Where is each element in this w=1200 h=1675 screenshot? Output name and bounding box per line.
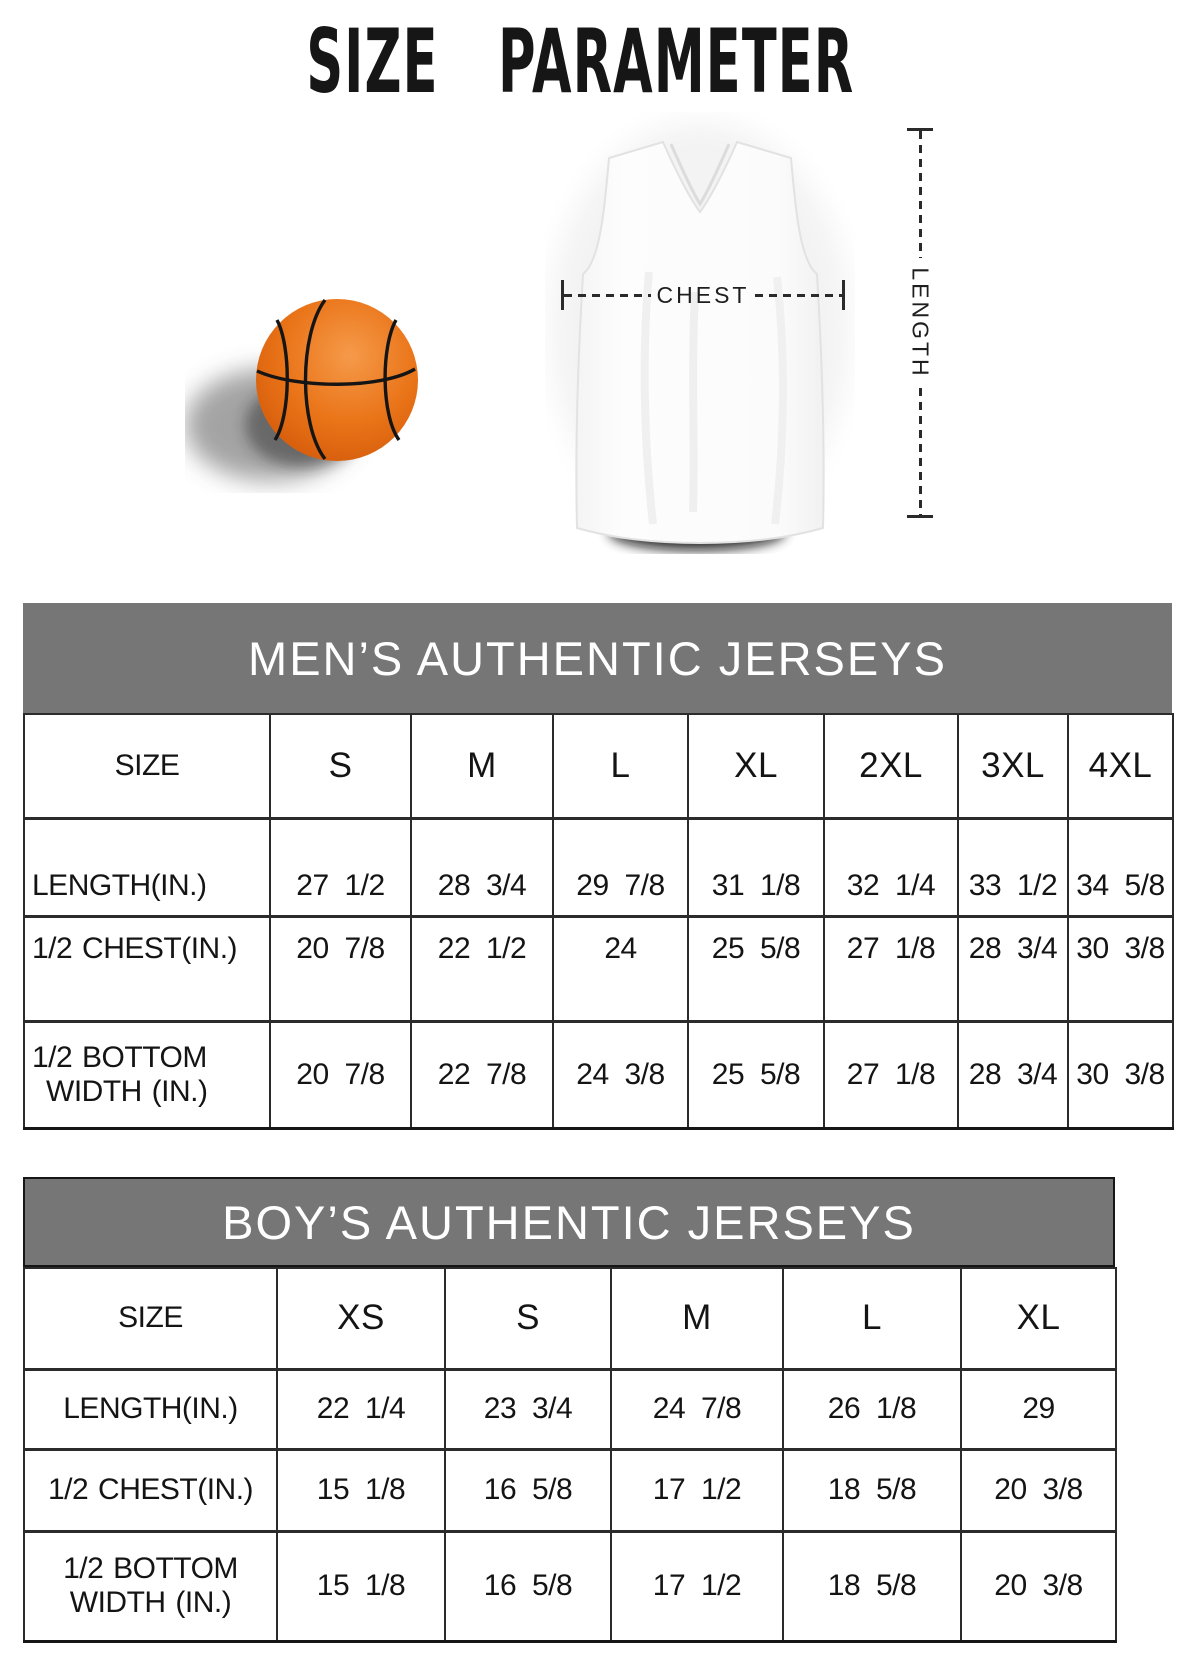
value-cell: 25 5/8	[687, 1019, 825, 1129]
value-cell: 15 1/8	[276, 1447, 446, 1532]
value-cell: 29	[960, 1367, 1117, 1450]
value-cell: 17 1/2	[610, 1447, 784, 1532]
mens-length-row: LENGTH(IN.) 27 1/2 28 3/4 29 7/8 31 1/8 …	[23, 816, 1174, 917]
boys-bottom-width-row: 1/2 BOTTOM WIDTH (IN.) 15 1/8 16 5/8 17 …	[23, 1529, 1117, 1642]
boys-table-header: BOY’S AUTHENTIC JERSEYS	[23, 1177, 1115, 1267]
jersey-body	[575, 140, 825, 545]
row-label: LENGTH(IN.)	[23, 1367, 278, 1450]
row-label: 1/2 BOTTOM WIDTH (IN.)	[23, 1529, 278, 1642]
column-header: 2XL	[823, 713, 959, 819]
row-label-line2: WIDTH (IN.)	[46, 1074, 208, 1108]
value-cell: 16 5/8	[444, 1447, 612, 1532]
value-cell: 32 1/4	[823, 816, 959, 917]
chest-dash-right	[755, 293, 843, 297]
boys-table-title: BOY’S AUTHENTIC JERSEYS	[222, 1195, 916, 1249]
value-cell: 22 7/8	[410, 1019, 554, 1129]
value-cell: 24 7/8	[610, 1367, 784, 1450]
value-cell: 17 1/2	[610, 1529, 784, 1642]
value-cell: 31 1/8	[687, 816, 825, 917]
value-cell: 25 5/8	[687, 914, 825, 1022]
mens-table-header: MEN’S AUTHENTIC JERSEYS	[23, 603, 1172, 713]
mens-size-table: SIZE S M L XL 2XL 3XL 4XL LENGTH(IN.) 27…	[23, 713, 1174, 1130]
value-cell: 30 3/8	[1067, 914, 1174, 1022]
value-cell: 34 5/8	[1067, 816, 1174, 917]
row-label-line1: 1/2 BOTTOM	[63, 1552, 238, 1585]
value-cell: 24	[552, 914, 689, 1022]
column-header: 3XL	[957, 713, 1069, 819]
chest-tick-left	[561, 280, 564, 310]
value-cell: 24 3/8	[552, 1019, 689, 1129]
jersey-folds	[640, 271, 787, 525]
column-header: SIZE	[23, 713, 271, 819]
chest-dash-left	[564, 293, 651, 297]
length-dimension: LENGTH	[898, 128, 942, 518]
row-label: 1/2 CHEST(IN.)	[23, 1447, 278, 1532]
value-cell: 20 3/8	[960, 1529, 1117, 1642]
row-label: 1/2 BOTTOM WIDTH (IN.)	[23, 1019, 271, 1129]
length-label-box: LENGTH	[905, 258, 935, 388]
row-label-line1: 1/2 BOTTOM	[32, 1040, 207, 1074]
page-title: SIZE PARAMETER	[0, 18, 1160, 106]
value-cell: 28 3/4	[957, 1019, 1069, 1129]
value-cell: 18 5/8	[782, 1447, 962, 1532]
mens-bottom-width-row: 1/2 BOTTOM WIDTH (IN.) 20 7/8 22 7/8 24 …	[23, 1019, 1174, 1129]
boys-size-row: SIZE XS S M L XL	[23, 1267, 1117, 1370]
chest-label: CHEST	[656, 281, 750, 308]
value-cell: 27 1/8	[823, 914, 959, 1022]
value-cell: 16 5/8	[444, 1529, 612, 1642]
column-header: S	[269, 713, 412, 819]
row-label-line2: WIDTH (IN.)	[69, 1586, 232, 1619]
column-header: XL	[960, 1267, 1117, 1370]
value-cell: 33 1/2	[957, 816, 1069, 917]
mens-chest-row: 1/2 CHEST(IN.) 20 7/8 22 1/2 24 25 5/8 2…	[23, 914, 1174, 1022]
jersey-image	[550, 122, 850, 550]
value-cell: 20 7/8	[269, 1019, 412, 1129]
jersey-neck-trim	[669, 143, 731, 207]
column-header: XL	[687, 713, 825, 819]
length-tick-bottom	[907, 515, 933, 518]
mens-size-row: SIZE S M L XL 2XL 3XL 4XL	[23, 713, 1174, 819]
value-cell: 20 7/8	[269, 914, 412, 1022]
chest-dimension: CHEST	[561, 278, 846, 312]
value-cell: 15 1/8	[276, 1529, 446, 1642]
boys-chest-row: 1/2 CHEST(IN.) 15 1/8 16 5/8 17 1/2 18 5…	[23, 1447, 1117, 1532]
value-cell: 27 1/8	[823, 1019, 959, 1129]
column-header: M	[610, 1267, 784, 1370]
mens-table-title: MEN’S AUTHENTIC JERSEYS	[248, 631, 947, 685]
column-header: SIZE	[23, 1267, 278, 1370]
row-label: LENGTH(IN.)	[23, 816, 271, 917]
ball-seams	[256, 298, 416, 461]
length-dash-top	[918, 131, 922, 258]
value-cell: 20 3/8	[960, 1447, 1117, 1532]
column-header: S	[444, 1267, 612, 1370]
boys-length-row: LENGTH(IN.) 22 1/4 23 3/4 24 7/8 26 1/8 …	[23, 1367, 1117, 1450]
value-cell: 23 3/4	[444, 1367, 612, 1450]
column-header: L	[552, 713, 689, 819]
value-cell: 28 3/4	[957, 914, 1069, 1022]
column-header: 4XL	[1067, 713, 1174, 819]
boys-size-table: SIZE XS S M L XL LENGTH(IN.) 22 1/4 23 3…	[23, 1267, 1117, 1643]
length-dash-bottom	[918, 388, 922, 515]
value-cell: 26 1/8	[782, 1367, 962, 1450]
value-cell: 22 1/2	[410, 914, 554, 1022]
value-cell: 28 3/4	[410, 816, 554, 917]
value-cell: 30 3/8	[1067, 1019, 1174, 1129]
value-cell: 18 5/8	[782, 1529, 962, 1642]
value-cell: 29 7/8	[552, 816, 689, 917]
basketball-icon	[185, 298, 418, 481]
ball	[256, 299, 418, 461]
page-title-text: SIZE PARAMETER	[306, 10, 854, 113]
column-header: M	[410, 713, 554, 819]
value-cell: 27 1/2	[269, 816, 412, 917]
column-header: XS	[276, 1267, 446, 1370]
length-label: LENGTH	[907, 267, 934, 379]
chest-tick-right	[842, 280, 846, 310]
column-header: L	[782, 1267, 962, 1370]
value-cell: 22 1/4	[276, 1367, 446, 1450]
row-label: 1/2 CHEST(IN.)	[23, 914, 271, 1022]
length-tick-top	[907, 128, 933, 131]
